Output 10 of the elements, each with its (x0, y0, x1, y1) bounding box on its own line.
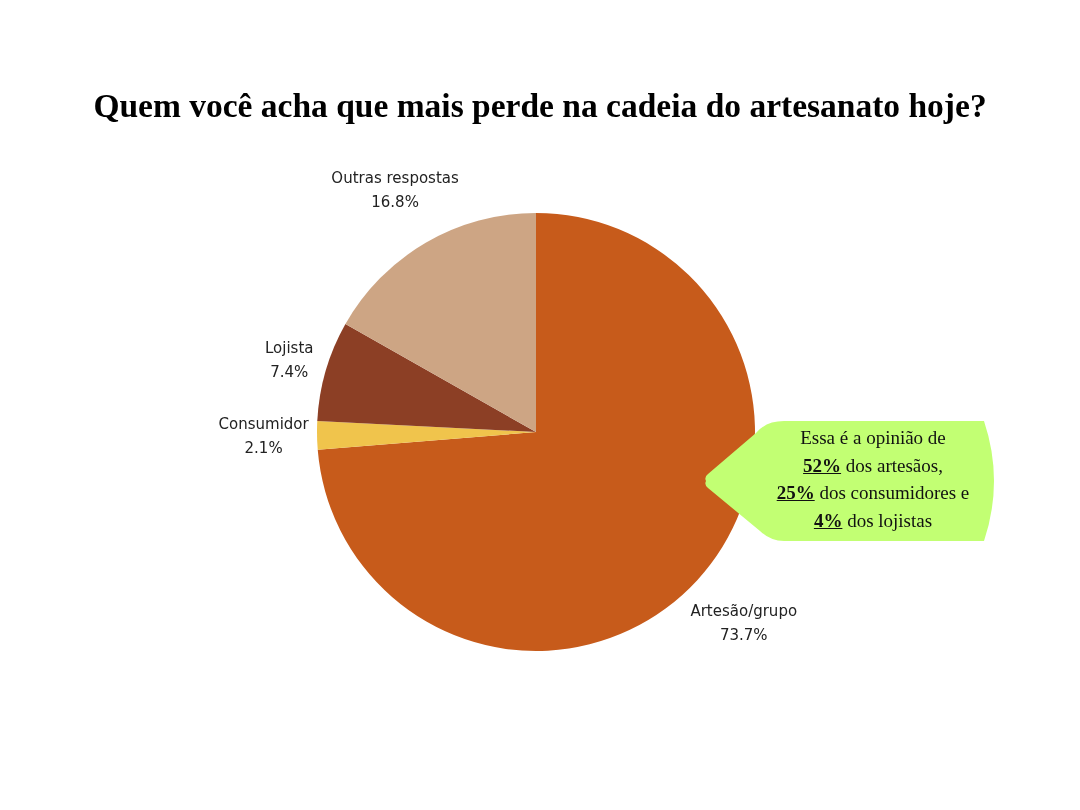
slice-label: Consumidor (218, 415, 310, 434)
data-label: 73.7% (719, 626, 768, 645)
slice-label: Artesão/grupo (690, 602, 798, 621)
data-label: 7.4% (270, 363, 309, 382)
chart-title: Quem você acha que mais perde na cadeia do artesanato hoje? (93, 86, 987, 124)
slice-label: Lojista (264, 339, 314, 358)
data-label: 2.1% (244, 439, 283, 458)
slice-label: Outras respostas (331, 169, 459, 188)
text: Essa é a opinião de 52% dos artesãos, 25% dos consumidores e 4% dos lojistas (776, 427, 970, 531)
data-label: 16.8% (371, 193, 419, 212)
